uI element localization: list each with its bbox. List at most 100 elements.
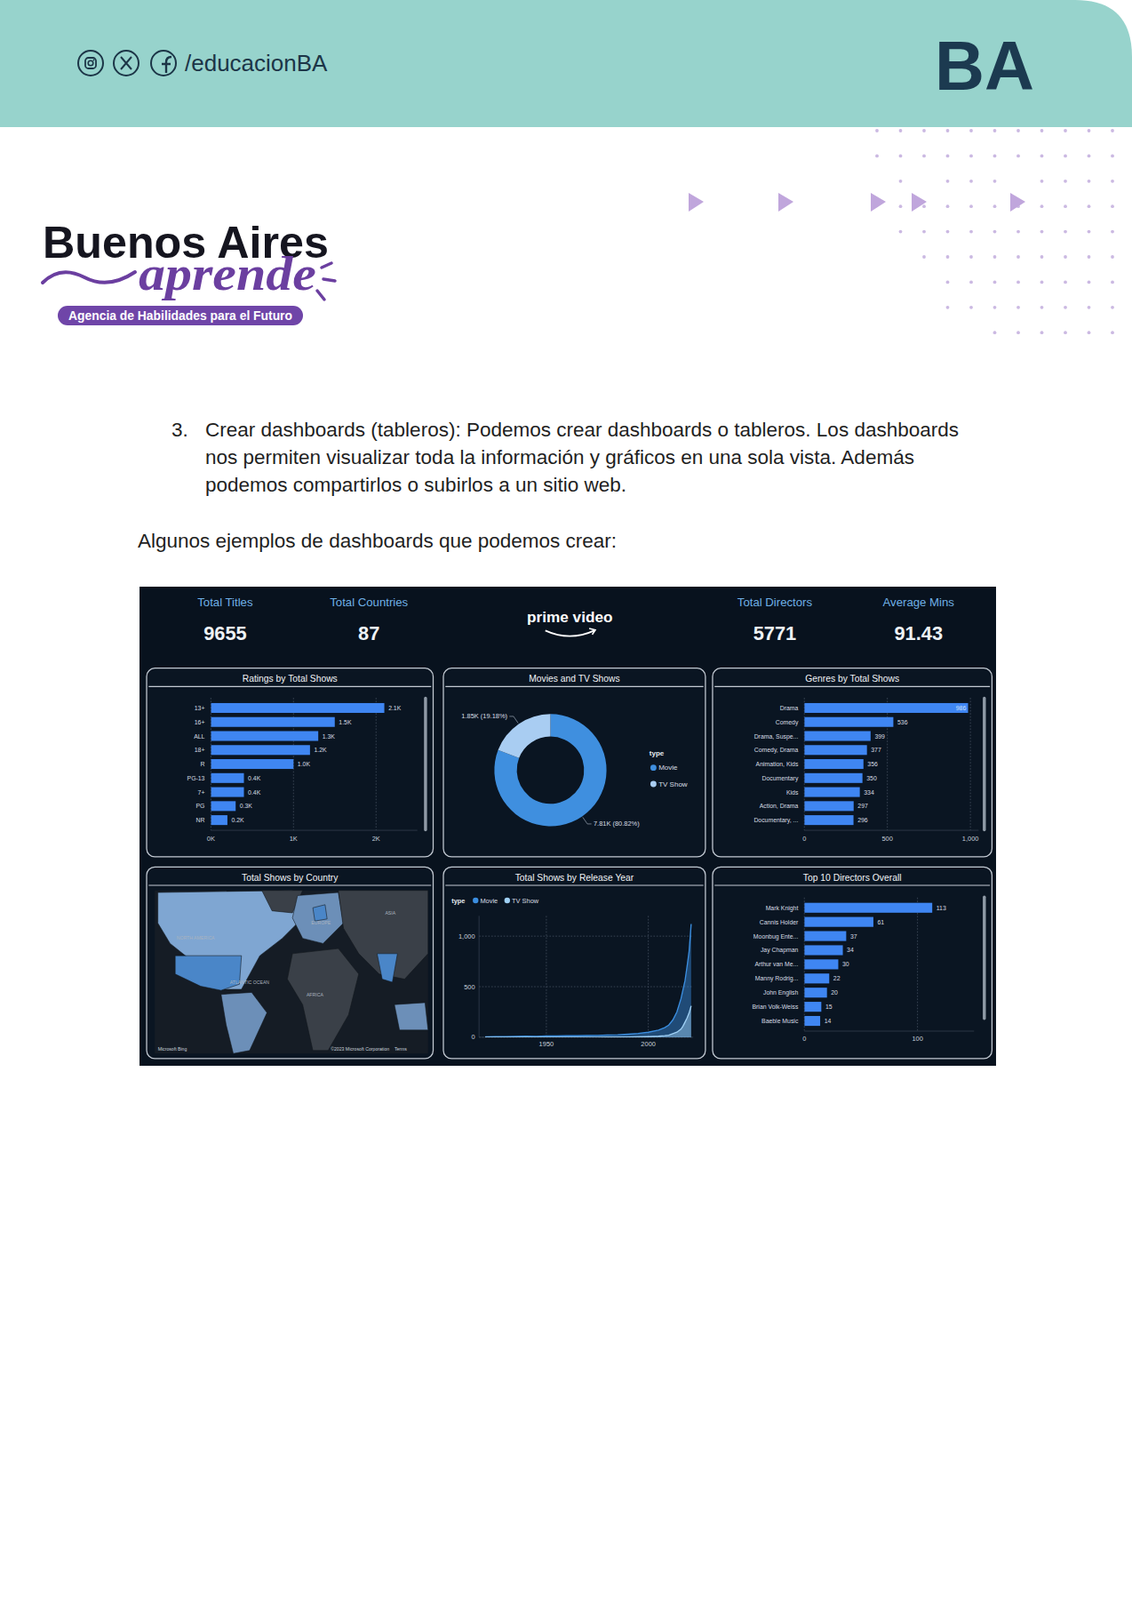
decor-dot <box>969 280 973 285</box>
category-label: Comedy, Drama <box>754 746 799 754</box>
panel-title: Movies and TV Shows <box>528 673 620 684</box>
data-label: 34 <box>846 947 854 954</box>
decor-dot <box>993 204 997 208</box>
decor-dot <box>1110 128 1115 133</box>
decor-dot <box>922 128 926 133</box>
decor-dot <box>1063 255 1068 259</box>
tagline-pill <box>57 305 303 326</box>
decor-dot <box>946 305 950 310</box>
map-label: ASIA <box>384 909 396 916</box>
decor-dot <box>1040 154 1045 159</box>
decor-dot <box>1016 305 1021 310</box>
decor-dot <box>1063 230 1068 234</box>
data-label: 296 <box>857 816 869 823</box>
prime-logo: prime video <box>526 607 614 626</box>
decor-dot <box>993 305 997 310</box>
decor-dot <box>969 204 973 208</box>
legend-label: Movie <box>479 896 498 905</box>
list-number: 3. <box>171 418 189 441</box>
map-region <box>221 991 268 1053</box>
map-highlight <box>175 955 242 990</box>
legend-swatch <box>504 897 511 903</box>
data-label: 2.1K <box>388 704 402 711</box>
category-label: John English <box>763 988 799 997</box>
legend-title: type <box>451 896 465 905</box>
decor-dot <box>1110 280 1115 285</box>
social-icon <box>151 50 176 76</box>
decor-dot <box>1110 255 1115 259</box>
map-highlight <box>376 953 398 982</box>
decor-dot <box>993 255 997 259</box>
bar <box>804 1015 821 1026</box>
area-fill <box>485 1005 692 1037</box>
decor-dot <box>1087 230 1092 234</box>
decor-dot <box>993 330 997 335</box>
decor-dot <box>1040 280 1045 285</box>
kpi-label: Total Directors <box>737 595 814 609</box>
decor-dot <box>899 204 903 208</box>
social-icon <box>113 50 139 76</box>
panel-title: Ratings by Total Shows <box>242 673 338 684</box>
page: /educacionBABABuenos AiresaprendeAgencia… <box>0 0 1132 1600</box>
bar <box>210 702 384 713</box>
tick-label: 500 <box>881 834 893 843</box>
decor-dot <box>922 204 926 208</box>
panel-divider <box>148 884 431 885</box>
category-label: Jay Chapman <box>760 947 799 955</box>
tick-label: 1950 <box>539 1039 555 1048</box>
data-label: 0.3K <box>239 802 254 809</box>
instagram-glyph <box>87 60 94 66</box>
data-label: 20 <box>830 988 838 996</box>
leader-line <box>582 816 592 824</box>
facebook-glyph <box>161 56 172 73</box>
map-credit: Microsoft Bing <box>158 1045 188 1052</box>
decor-dot <box>969 230 973 234</box>
decor-dot <box>969 305 973 310</box>
category-label: PG-13 <box>187 774 206 782</box>
tick-label: 0 <box>802 834 806 843</box>
tick-label: 1,000 <box>458 932 476 941</box>
legend-label: Movie <box>658 763 678 772</box>
area-line <box>485 924 692 1037</box>
bar <box>210 758 294 769</box>
decor-dot <box>899 128 903 133</box>
grid-line <box>478 935 694 937</box>
legend-swatch <box>650 781 657 788</box>
decor-dot <box>1110 330 1115 335</box>
decor-dot <box>1063 128 1068 133</box>
kpi-label: Total Countries <box>329 595 408 609</box>
decor-dot <box>993 154 997 159</box>
category-label: Documentary <box>761 774 798 782</box>
data-label: 1.5K <box>338 718 352 726</box>
data-label: 1.2K <box>313 746 327 753</box>
category-label: Documentary, ... <box>753 816 798 824</box>
data-label: 61 <box>877 918 885 925</box>
data-label: 15 <box>825 1003 833 1010</box>
bar <box>804 800 854 811</box>
scrollbar <box>982 696 986 831</box>
decor-dot <box>993 280 997 285</box>
body-line: nos permiten visualizar toda la informac… <box>205 446 915 469</box>
bar <box>804 717 893 727</box>
kpi-label: Average Mins <box>883 595 956 609</box>
decor-dot <box>969 255 973 259</box>
decor-dot <box>1087 280 1092 285</box>
decor-dot <box>946 230 950 234</box>
tick-label: 100 <box>911 1034 923 1043</box>
category-label: Cannis Holder <box>759 918 799 925</box>
bar <box>210 717 335 727</box>
category-label: Manny Rodrig... <box>755 974 799 982</box>
tick-label: 0 <box>802 1034 806 1043</box>
data-label: 0.4K <box>247 774 262 782</box>
bar <box>804 814 853 825</box>
grid-line <box>647 915 649 1037</box>
category-label: Drama <box>780 704 799 711</box>
map-bg <box>154 890 429 1053</box>
category-label: Baeble Music <box>761 1017 799 1024</box>
category-label: Action, Drama <box>759 802 799 809</box>
decor-dot <box>875 154 879 159</box>
instagram-glyph <box>85 57 96 69</box>
bar <box>804 944 843 955</box>
decor-dot <box>1087 154 1092 159</box>
decor-dot <box>1040 305 1045 310</box>
